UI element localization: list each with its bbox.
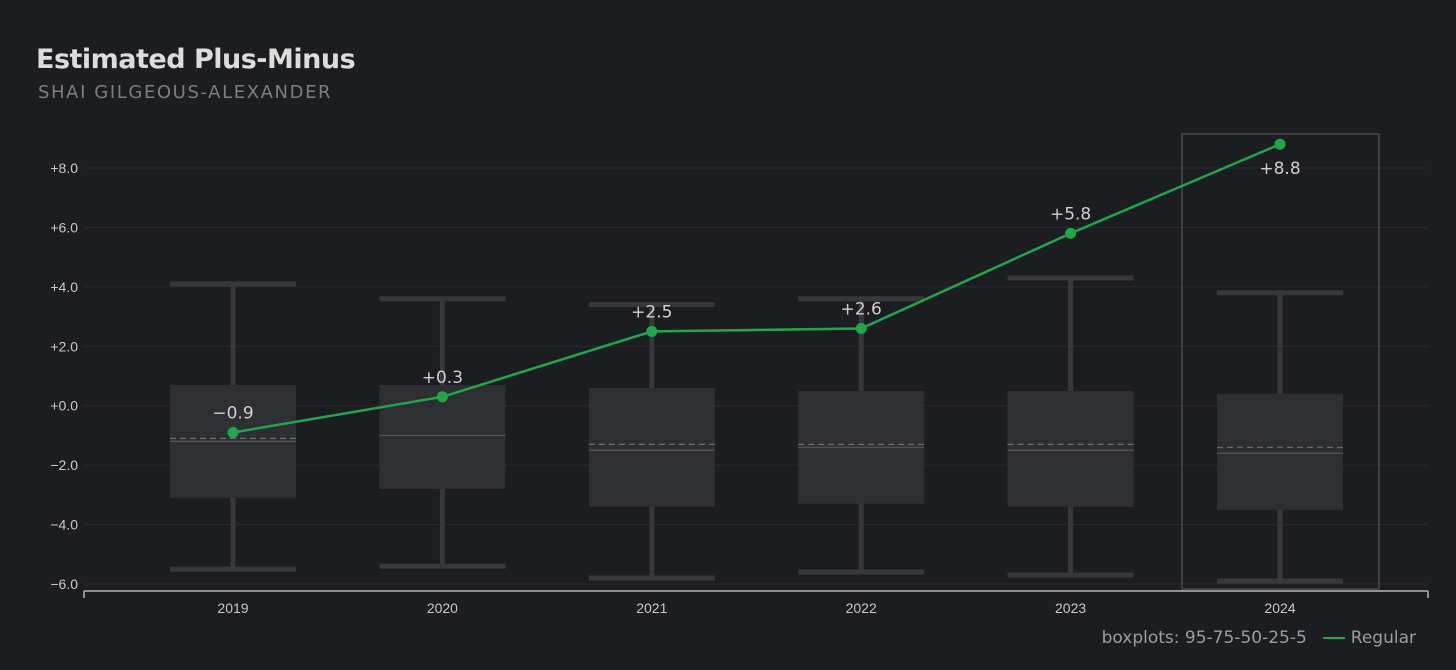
data-point bbox=[1065, 227, 1077, 239]
boxplot bbox=[379, 296, 506, 569]
boxplot bbox=[798, 296, 925, 575]
axis-layer: +8.0 +6.0 +4.0 +2.0 +0.0 −2.0 −4.0 −6.0 2019 2020… bbox=[50, 160, 1429, 616]
chart-subtitle: SHAI GILGEOUS-ALEXANDER bbox=[38, 82, 333, 103]
data-label: +2.5 bbox=[631, 302, 672, 322]
line-layer bbox=[227, 138, 1286, 438]
y-tick-label: −2.0 bbox=[50, 457, 78, 473]
data-label: +0.3 bbox=[422, 368, 463, 388]
boxplot bbox=[170, 281, 296, 572]
x-tick-label: 2022 bbox=[846, 600, 877, 616]
data-point bbox=[436, 391, 448, 403]
y-tick-label: +4.0 bbox=[50, 279, 78, 295]
data-point bbox=[1274, 138, 1286, 150]
boxplot-box bbox=[1007, 390, 1134, 507]
y-tick-label: +2.0 bbox=[50, 338, 78, 354]
boxplot bbox=[1217, 290, 1343, 584]
x-tick-label: 2021 bbox=[636, 600, 667, 616]
boxplot bbox=[588, 302, 715, 581]
grid-layer bbox=[84, 167, 1428, 585]
data-point bbox=[227, 426, 239, 438]
legend-line-swatch bbox=[1322, 637, 1345, 639]
boxplot bbox=[1007, 275, 1134, 578]
legend-series-label: Regular bbox=[1350, 628, 1416, 648]
data-point bbox=[855, 322, 867, 334]
x-tick-label: 2020 bbox=[427, 600, 458, 616]
boxplot-box bbox=[588, 387, 715, 507]
legend-boxplot-note: boxplots: 95-75-50-25-5 bbox=[1101, 628, 1307, 648]
x-tick-label: 2024 bbox=[1264, 600, 1295, 616]
data-label: +2.6 bbox=[841, 299, 882, 319]
boxplot-box bbox=[379, 384, 506, 489]
x-tick-label: 2019 bbox=[217, 600, 248, 616]
x-tick-label: 2023 bbox=[1055, 600, 1086, 616]
data-point bbox=[646, 325, 658, 337]
y-tick-label: +8.0 bbox=[50, 160, 78, 176]
label-layer: −0.9 +0.3 +2.5 +2.6 +5.8 +8.8 bbox=[212, 159, 1300, 423]
legend: boxplots: 95-75-50-25-5 Regular bbox=[1102, 628, 1416, 648]
y-tick-label: +6.0 bbox=[50, 219, 78, 235]
data-label: +8.8 bbox=[1259, 159, 1300, 179]
y-tick-label: −6.0 bbox=[50, 576, 78, 592]
data-label: −0.9 bbox=[212, 403, 253, 423]
chart-title: Estimated Plus-Minus bbox=[36, 44, 356, 75]
boxplot-layer bbox=[170, 133, 1380, 590]
y-tick-label: +0.0 bbox=[50, 398, 78, 414]
series-line-regular bbox=[232, 143, 1281, 434]
highlight-frame bbox=[1181, 133, 1380, 590]
boxplot-box bbox=[1217, 393, 1343, 510]
legend-series-regular[interactable]: Regular bbox=[1322, 628, 1416, 648]
data-label: +5.8 bbox=[1050, 204, 1091, 224]
y-tick-label: −4.0 bbox=[50, 517, 78, 533]
